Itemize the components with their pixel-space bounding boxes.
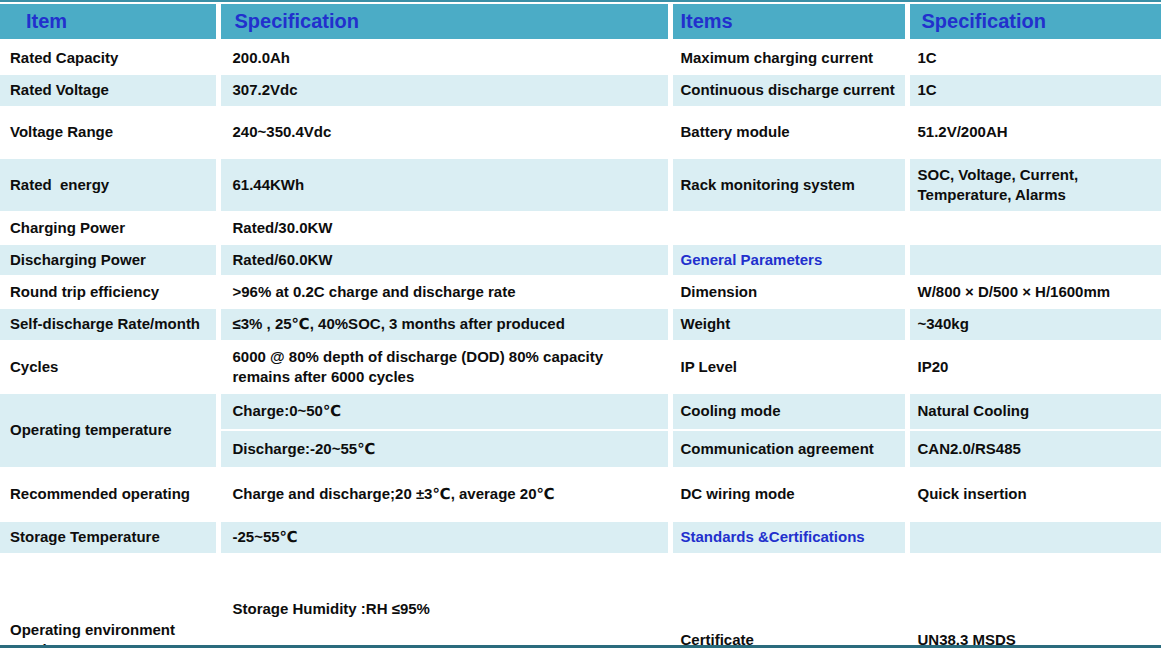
item-label-rated-voltage: Rated Voltage [0,74,218,107]
spec-value-rated-voltage: 307.2Vdc [218,74,670,107]
spec-value-communication-agreement: CAN2.0/RS485 [907,430,1161,468]
item-label-ip-level: IP Level [670,341,907,393]
item-label-discharging-power: Discharging Power [0,244,218,276]
item-label-continuous-discharge-current: Continuous discharge current [670,74,907,107]
spec-value-dimension: W/800 × D/500 × H/1600mm [907,276,1161,308]
item-label-operating-temperature: Operating temperature [0,393,218,468]
item-label-max-charging-current: Maximum charging current [670,41,907,74]
section-header-standards-certifications: Standards &Certifications [670,521,907,554]
spec-value-ip-level: IP20 [907,341,1161,393]
table-row: Rated Voltage 307.2Vdc Continuous discha… [0,74,1161,107]
table-row: Discharging Power Rated/60.0KW General P… [0,244,1161,276]
spec-value-charging-power: Rated/30.0KW [218,212,670,244]
empty-cell [670,212,907,244]
table-row: Operating temperature Charge:0~50℃ Cooli… [0,393,1161,430]
table-row: Rated energy 61.44KWh Rack monitoring sy… [0,158,1161,212]
spec-value-cycles: 6000 @ 80% depth of discharge (DOD) 80% … [218,341,670,393]
spec-value-max-charging-current: 1C [907,41,1161,74]
table-row: Charging Power Rated/30.0KW [0,212,1161,244]
table-row: Rated Capacity 200.0Ah Maximum charging … [0,41,1161,74]
spec-table: Item Specification Items Specification R… [0,2,1161,648]
spec-value-operating-temperature-charge: Charge:0~50℃ [218,393,670,430]
spec-line-storage-humidity: Storage Humidity :RH ≤95% [233,599,660,619]
spec-value-weight: ~340kg [907,308,1161,341]
item-label-charging-power: Charging Power [0,212,218,244]
section-header-general-parameters: General Parameters [670,244,907,276]
table-row: Recommended operating Charge and dischar… [0,468,1161,521]
item-label-cycles: Cycles [0,341,218,393]
item-label-communication-agreement: Communication agreement [670,430,907,468]
spec-value-dc-wiring-mode: Quick insertion [907,468,1161,521]
item-label-dimension: Dimension [670,276,907,308]
spec-value-rack-monitoring-system: SOC, Voltage, Current, Temperature, Alar… [907,158,1161,212]
item-label-rated-energy: Rated energy [0,158,218,212]
header-row: Item Specification Items Specification [0,3,1161,41]
item-label-battery-module: Battery module [670,107,907,158]
table-row: Operating environment requirements Stora… [0,554,1161,648]
header-specification-right: Specification [907,3,1161,41]
item-label-cooling-mode: Cooling mode [670,393,907,430]
spec-value-recommended-operating: Charge and discharge;20 ±3℃, average 20℃ [218,468,670,521]
header-item: Item [0,3,218,41]
item-label-certificate: Certificate [670,554,907,648]
empty-cell [907,244,1161,276]
table-row: Round trip efficiency >96% at 0.2C charg… [0,276,1161,308]
spec-value-rated-energy: 61.44KWh [218,158,670,212]
item-label-round-trip-efficiency: Round trip efficiency [0,276,218,308]
spec-value-rated-capacity: 200.0Ah [218,41,670,74]
spec-value-operating-temperature-discharge: Discharge:-20~55℃ [218,430,670,468]
item-label-self-discharge-rate: Self-discharge Rate/month [0,308,218,341]
table-row: Cycles 6000 @ 80% depth of discharge (DO… [0,341,1161,393]
table-row: Voltage Range 240~350.4Vdc Battery modul… [0,107,1161,158]
spec-value-cooling-mode: Natural Cooling [907,393,1161,430]
spec-value-round-trip-efficiency: >96% at 0.2C charge and discharge rate [218,276,670,308]
item-label-weight: Weight [670,308,907,341]
spec-value-discharging-power: Rated/60.0KW [218,244,670,276]
spec-value-storage-temperature: -25~55℃ [218,521,670,554]
spec-value-certificate: UN38.3 MSDS [907,554,1161,648]
empty-cell [907,212,1161,244]
spec-value-continuous-discharge-current: 1C [907,74,1161,107]
header-items: Items [670,3,907,41]
item-label-rated-capacity: Rated Capacity [0,41,218,74]
item-label-voltage-range: Voltage Range [0,107,218,158]
header-specification-left: Specification [218,3,670,41]
item-label-storage-temperature: Storage Temperature [0,521,218,554]
spec-sheet: Item Specification Items Specification R… [0,0,1161,648]
empty-cell [907,521,1161,554]
table-row: Storage Temperature -25~55℃ Standards &C… [0,521,1161,554]
item-label-operating-environment-requirements: Operating environment requirements [0,554,218,648]
table-row: Self-discharge Rate/month ≤3% , 25℃, 40%… [0,308,1161,341]
item-label-recommended-operating: Recommended operating [0,468,218,521]
spec-value-operating-environment-requirements: Storage Humidity :RH ≤95% Application Al… [218,554,670,648]
spec-value-self-discharge-rate: ≤3% , 25℃, 40%SOC, 3 months after produc… [218,308,670,341]
item-label-rack-monitoring-system: Rack monitoring system [670,158,907,212]
item-label-dc-wiring-mode: DC wiring mode [670,468,907,521]
spec-value-battery-module: 51.2V/200AH [907,107,1161,158]
spec-value-voltage-range: 240~350.4Vdc [218,107,670,158]
